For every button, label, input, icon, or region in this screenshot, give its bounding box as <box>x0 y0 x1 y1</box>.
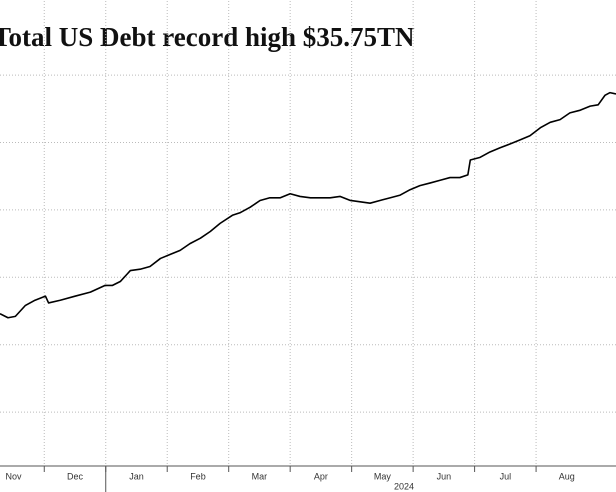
x-tick-label: Mar <box>252 471 268 481</box>
x-tick-label: Jun <box>437 471 452 481</box>
x-tick-label: Apr <box>314 471 328 481</box>
x-tick-label: Dec <box>67 471 84 481</box>
x-tick-label: Jul <box>500 471 512 481</box>
chart-title: Total US Debt record high $35.75TN <box>0 22 415 52</box>
year-label: 2024 <box>394 481 414 491</box>
debt-line <box>0 91 616 319</box>
grid <box>0 1 616 466</box>
x-tick-label: Nov <box>6 471 23 481</box>
x-tick-label: Aug <box>559 471 575 481</box>
x-tick-label: Jan <box>129 471 144 481</box>
x-tick-label: Feb <box>190 471 206 481</box>
x-tick-label: May <box>374 471 392 481</box>
